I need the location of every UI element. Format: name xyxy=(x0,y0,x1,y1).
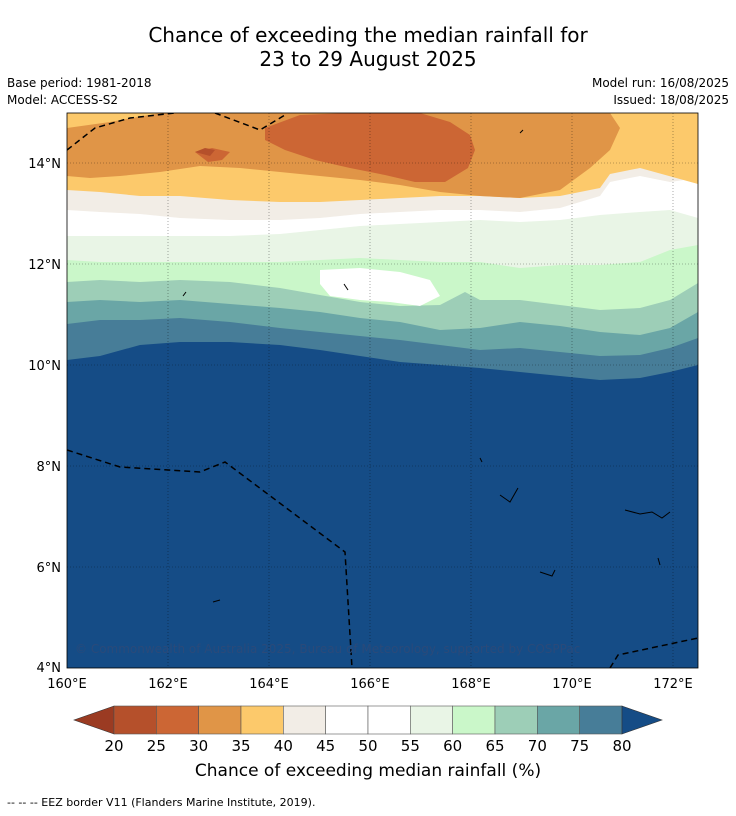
map-plot-area: © Commonwealth of Australia 2025, Bureau… xyxy=(67,113,698,668)
lon-label: 166°E xyxy=(350,677,390,692)
colorbar-title: Chance of exceeding median rainfall (%) xyxy=(194,761,542,781)
lat-label: 4°N xyxy=(37,661,62,676)
colorbar-swatch xyxy=(325,705,369,735)
model-text: Model: ACCESS-S2 xyxy=(7,93,119,107)
colorbar-tick-label: 25 xyxy=(147,737,166,755)
colorbar-tick-label: 50 xyxy=(358,737,377,755)
colorbar-tick-label: 55 xyxy=(401,737,420,755)
lat-label: 8°N xyxy=(37,460,62,475)
colorbar-swatch xyxy=(410,705,453,735)
colorbar-swatch xyxy=(494,705,538,735)
colorbar-tick-label: 30 xyxy=(189,737,208,755)
colorbar-tick-label: 20 xyxy=(104,737,123,755)
islands xyxy=(182,129,671,603)
lon-label: 160°E xyxy=(47,677,87,692)
colorbar-swatch xyxy=(198,705,242,735)
white-pocket xyxy=(320,268,440,306)
longitude-axis: 160°E 162°E 164°E 166°E 168°E 170°E 172°… xyxy=(47,677,693,692)
colorbar-swatch xyxy=(156,705,199,735)
lon-label: 172°E xyxy=(653,677,693,692)
colorbar-swatch xyxy=(283,705,326,735)
colorbar-tick-label: 45 xyxy=(316,737,335,755)
colorbar-tick-label: 80 xyxy=(612,737,631,755)
band-25-30 xyxy=(265,113,475,182)
colorbar-under-arrow xyxy=(73,705,115,735)
copyright-text: © Commonwealth of Australia 2025, Bureau… xyxy=(75,642,580,656)
colorbar-tick-label: 40 xyxy=(274,737,293,755)
latitude-axis: 14°N 12°N 10°N 8°N 6°N 4°N xyxy=(28,157,61,676)
map-title-line1: Chance of exceeding the median rainfall … xyxy=(148,23,588,47)
lon-label: 164°E xyxy=(249,677,289,692)
eez-border xyxy=(67,113,698,668)
colorbar-swatch xyxy=(113,705,157,735)
colorbar-swatch xyxy=(537,705,580,735)
map-frame xyxy=(66,112,699,669)
lon-label: 170°E xyxy=(552,677,592,692)
colorbar-swatch xyxy=(240,705,284,735)
colorbar-tick-label: 70 xyxy=(528,737,547,755)
colorbar-tick-label: 60 xyxy=(443,737,462,755)
lat-label: 14°N xyxy=(28,157,61,172)
colorbar-swatch xyxy=(452,705,496,735)
colorbar-tick-label: 35 xyxy=(231,737,250,755)
lat-label: 12°N xyxy=(28,258,61,273)
colorbar-swatch xyxy=(579,705,623,735)
map-title-line2: 23 to 29 August 2025 xyxy=(259,47,477,71)
lon-label: 162°E xyxy=(148,677,188,692)
base-period-text: Base period: 1981-2018 xyxy=(7,76,152,90)
lat-label: 10°N xyxy=(28,359,61,374)
model-run-text: Model run: 16/08/2025 xyxy=(591,76,729,90)
eez-footer-note: -- -- -- EEZ border V11 (Flanders Marine… xyxy=(7,796,316,809)
colorbar-tick-label: 75 xyxy=(570,737,589,755)
lon-label: 168°E xyxy=(451,677,491,692)
band-20-25 xyxy=(195,148,215,156)
colorbar-swatch xyxy=(367,705,411,735)
colorbar: 20 25 30 35 40 45 50 55 60 65 70 75 80 xyxy=(73,705,663,755)
colorbar-tick-label: 65 xyxy=(485,737,504,755)
lat-label: 6°N xyxy=(37,561,62,576)
issued-text: Issued: 18/08/2025 xyxy=(613,93,729,107)
colorbar-over-arrow xyxy=(621,705,663,735)
graticule xyxy=(67,113,698,668)
